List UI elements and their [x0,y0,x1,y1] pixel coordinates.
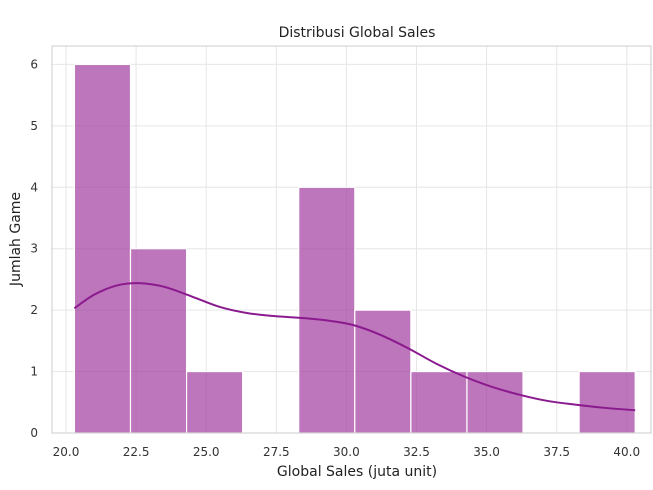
x-tick-label: 35.0 [473,445,500,459]
chart-title: Distribusi Global Sales [279,25,436,41]
histogram-bar [354,309,412,434]
y-tick-label: 0 [30,426,38,440]
histogram-bar [185,370,244,434]
y-tick-label: 5 [30,119,38,133]
y-tick-label: 3 [30,242,38,256]
y-tick-label: 2 [30,303,38,317]
x-tick-label: 20.0 [53,445,80,459]
x-tick-label: 22.5 [123,445,150,459]
y-tick-labels: 0 1 2 3 4 5 6 [30,57,38,440]
histogram-bar [298,186,356,434]
y-tick-label: 1 [30,365,38,379]
histogram-bar [410,370,468,434]
histogram-bar [73,63,132,434]
x-tick-labels: 20.0 22.5 25.0 27.5 30.0 32.5 35.0 37.5 40.0 [53,445,640,459]
y-axis-title: Jumlah Game [8,192,24,287]
x-axis-title: Global Sales (juta unit) [277,464,437,480]
plot-frame [51,45,652,434]
x-tick-label: 27.5 [263,445,290,459]
x-tick-label: 32.5 [403,445,430,459]
y-tick-label: 4 [30,180,38,194]
histogram-bar [578,370,636,434]
histogram-bars [73,63,636,434]
y-tick-label: 6 [30,57,38,71]
x-tick-label: 25.0 [193,445,220,459]
x-tick-label: 30.0 [333,445,360,459]
histogram-bar [129,248,188,434]
kde-curve [73,282,636,412]
x-tick-label: 40.0 [613,445,640,459]
x-tick-label: 37.5 [543,445,570,459]
